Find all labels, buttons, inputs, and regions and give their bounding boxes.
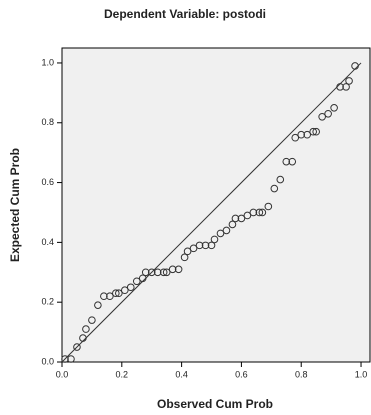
x-tick-label: 0.6	[235, 369, 248, 379]
point	[297, 130, 306, 139]
point	[255, 208, 264, 217]
x-tick-label: 0.8	[295, 369, 308, 379]
point	[210, 235, 219, 244]
point	[330, 104, 338, 112]
y-tick-label: 0.6	[41, 177, 54, 187]
point	[228, 220, 237, 229]
point	[207, 241, 216, 250]
point	[100, 292, 108, 301]
x-axis-label: Observed Cum Prob	[157, 397, 273, 411]
point	[88, 316, 96, 324]
point	[147, 268, 156, 277]
point	[324, 109, 332, 118]
point	[222, 226, 231, 235]
point	[153, 268, 162, 277]
point	[61, 355, 69, 363]
point	[309, 127, 317, 136]
chart-title: Dependent Variable: postodi	[104, 7, 266, 21]
point	[345, 77, 353, 85]
point	[189, 244, 198, 253]
point	[243, 211, 252, 220]
point	[249, 208, 258, 217]
plot-area	[61, 47, 371, 363]
point	[342, 83, 350, 91]
point	[237, 214, 246, 223]
point	[180, 253, 189, 262]
point	[231, 214, 240, 223]
point	[264, 202, 273, 211]
y-tick-label: 0.2	[41, 297, 54, 307]
point	[291, 133, 300, 142]
point	[183, 247, 192, 256]
x-tick-label: 0.0	[56, 369, 69, 379]
point	[82, 325, 90, 333]
point	[336, 83, 344, 91]
point	[303, 130, 312, 139]
point	[351, 62, 359, 70]
point	[168, 265, 177, 274]
point	[174, 265, 183, 274]
point	[73, 343, 81, 351]
point	[159, 268, 168, 277]
point	[282, 157, 291, 166]
point	[94, 301, 102, 309]
point	[195, 241, 204, 250]
point	[115, 289, 123, 298]
point	[216, 229, 225, 238]
point	[312, 127, 320, 136]
point	[288, 157, 297, 166]
point	[132, 277, 141, 286]
reference-line	[61, 62, 362, 363]
point	[120, 286, 129, 295]
point	[126, 283, 135, 292]
point	[67, 355, 75, 363]
point	[270, 184, 279, 193]
y-axis-label: Expected Cum Prob	[8, 148, 22, 262]
point	[318, 112, 326, 121]
point	[201, 241, 210, 250]
point	[138, 274, 147, 283]
point	[162, 268, 171, 277]
y-tick-label: 0.8	[41, 117, 54, 127]
y-tick-label: 1.0	[41, 57, 54, 67]
y-tick-label: 0.0	[41, 356, 54, 366]
x-tick-label: 0.2	[116, 369, 129, 379]
y-tick-label: 0.4	[41, 237, 54, 247]
x-tick-label: 1.0	[355, 369, 368, 379]
point	[112, 289, 120, 298]
point	[276, 175, 285, 184]
point	[79, 334, 87, 342]
point	[258, 208, 267, 217]
x-tick-label: 0.4	[175, 369, 188, 379]
point	[106, 292, 114, 301]
point	[141, 268, 150, 277]
